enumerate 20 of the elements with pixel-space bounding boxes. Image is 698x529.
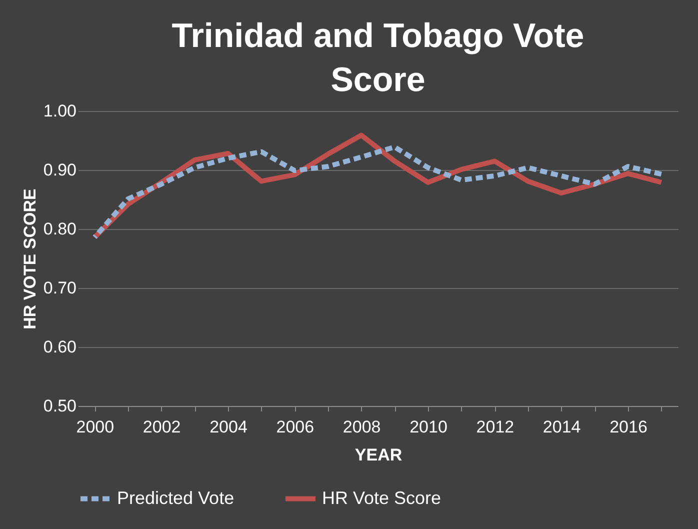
y-tick-label: 0.50 [43,396,76,416]
x-tick-label: 2004 [210,418,248,436]
x-tick-label: 2006 [276,418,314,436]
legend-label: Predicted Vote [117,488,234,508]
x-tick-label: 2000 [76,418,114,436]
legend-label: HR Vote Score [322,488,442,508]
y-tick-label: 1.00 [43,102,76,120]
x-tick-label: 2008 [342,418,381,436]
y-tick-label: 0.80 [43,220,76,238]
y-tick-label: 0.90 [43,160,76,180]
x-tick-label: 2016 [610,418,648,436]
x-tick-label: 2002 [142,418,181,436]
chart-title: Trinidad and Tobago Vote Score [172,17,584,99]
x-tick-label: 2014 [542,418,581,436]
x-tick-label: 2010 [410,418,448,436]
y-axis-title: HR VOTE SCORE [20,188,40,330]
y-tick-label: 0.60 [43,338,76,356]
x-tick-label: 2012 [476,418,514,436]
y-tick-label: 0.70 [43,278,76,298]
x-axis-title: YEAR [354,446,402,464]
